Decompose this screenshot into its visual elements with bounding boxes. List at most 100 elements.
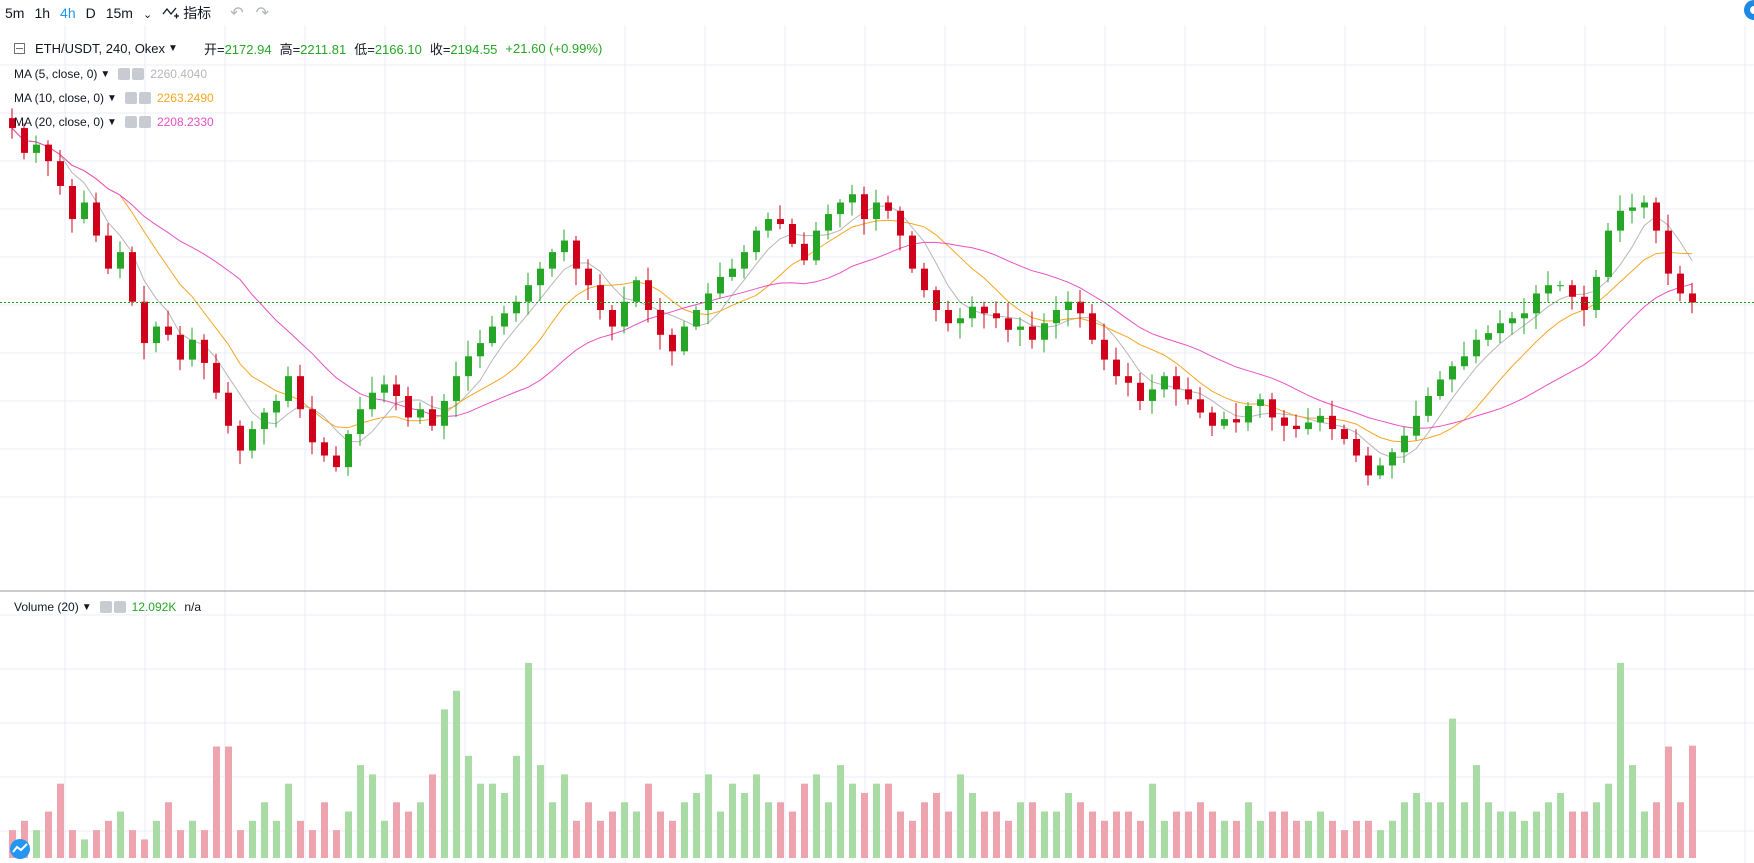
eye-icon[interactable] bbox=[118, 68, 131, 80]
volume-bar bbox=[1605, 783, 1612, 858]
volume-bar bbox=[537, 765, 544, 858]
chart-area[interactable] bbox=[0, 25, 1754, 863]
volume-bar bbox=[1149, 783, 1156, 858]
candle-body bbox=[1173, 376, 1180, 390]
volume-bar bbox=[1029, 802, 1036, 858]
close-icon[interactable] bbox=[138, 116, 151, 128]
candle-body bbox=[45, 144, 52, 162]
candle-body bbox=[1365, 455, 1372, 476]
ma5-label[interactable]: MA (5, close, 0) bbox=[14, 67, 98, 81]
candle-body bbox=[1329, 415, 1336, 430]
interval-d[interactable]: D bbox=[85, 4, 96, 21]
candle-body bbox=[705, 293, 712, 310]
candle-body bbox=[1521, 313, 1528, 319]
eye-icon[interactable] bbox=[124, 92, 137, 104]
candle-body bbox=[1557, 285, 1564, 287]
candle-body bbox=[405, 396, 412, 418]
volume-bar bbox=[1557, 792, 1564, 858]
volume-bar bbox=[1569, 811, 1576, 858]
volume-bar bbox=[645, 783, 652, 858]
volume-bar bbox=[609, 811, 616, 858]
candle-body bbox=[561, 240, 568, 253]
ma10-label[interactable]: MA (10, close, 0) bbox=[14, 91, 105, 105]
volume-bar bbox=[1137, 820, 1144, 858]
candle-body bbox=[1449, 366, 1456, 380]
candle-body bbox=[1593, 276, 1600, 310]
volume-bar bbox=[945, 811, 952, 858]
chevron-down-icon[interactable]: ▼ bbox=[107, 116, 117, 128]
ma20-label[interactable]: MA (20, close, 0) bbox=[14, 115, 105, 129]
close-icon[interactable] bbox=[132, 68, 145, 80]
eye-icon[interactable] bbox=[124, 116, 137, 128]
volume-bar bbox=[1329, 820, 1336, 858]
close-icon[interactable] bbox=[138, 92, 151, 104]
candle-body bbox=[153, 326, 160, 344]
indicators-button[interactable]: 指标 bbox=[157, 2, 216, 24]
volume-bar bbox=[57, 783, 64, 858]
interval-4h[interactable]: 4h bbox=[60, 4, 76, 21]
candle-body bbox=[1401, 435, 1408, 453]
candle-body bbox=[1413, 415, 1420, 436]
candle-body bbox=[573, 240, 580, 269]
chevron-down-icon[interactable]: ▼ bbox=[100, 68, 111, 80]
eye-icon[interactable] bbox=[99, 601, 112, 613]
volume-bar bbox=[1305, 820, 1312, 858]
candle-body bbox=[585, 268, 592, 286]
undo-icon[interactable]: ↶ bbox=[230, 4, 244, 22]
interval-dropdown[interactable]: ⌄ bbox=[138, 2, 157, 24]
tradingview-watermark-icon bbox=[10, 839, 30, 859]
volume-bar bbox=[1653, 802, 1660, 858]
volume-bar bbox=[1221, 820, 1228, 858]
candle-body bbox=[993, 313, 1000, 319]
volume-bar bbox=[1581, 811, 1588, 858]
chevron-down-icon[interactable]: ▼ bbox=[81, 601, 92, 613]
volume-bar bbox=[1641, 811, 1648, 858]
candle-body bbox=[1317, 415, 1324, 423]
symbol-title[interactable]: ETH/USDT, 240, Okex bbox=[35, 41, 166, 56]
volume-bar bbox=[1089, 811, 1096, 858]
volume-bar bbox=[1233, 820, 1240, 858]
ma20-line bbox=[11, 127, 1693, 429]
volume-bar bbox=[1593, 802, 1600, 858]
ohlc-high: 高=2211.81 bbox=[279, 42, 347, 57]
volume-bar bbox=[633, 811, 640, 858]
candle-body bbox=[909, 235, 916, 269]
candle-body bbox=[1665, 230, 1672, 274]
collapse-icon[interactable] bbox=[14, 43, 25, 54]
candle-body bbox=[1353, 439, 1360, 456]
candle-body bbox=[921, 268, 928, 291]
candle-body bbox=[1653, 202, 1660, 231]
volume-bar bbox=[477, 783, 484, 858]
interval-5m[interactable]: 5m bbox=[5, 4, 25, 21]
candle-body bbox=[1569, 285, 1576, 297]
volume-bar bbox=[429, 774, 436, 858]
interval-15m[interactable]: 15m bbox=[105, 4, 133, 21]
candle-body bbox=[33, 144, 40, 153]
volume-bar bbox=[393, 802, 400, 858]
volume-bar bbox=[1185, 811, 1192, 858]
chevron-down-icon[interactable]: ▼ bbox=[168, 43, 178, 54]
close-icon[interactable] bbox=[113, 601, 126, 613]
candle-body bbox=[1425, 396, 1432, 416]
volume-bar bbox=[201, 830, 208, 858]
volume-bar bbox=[693, 792, 700, 858]
candle-body bbox=[1305, 422, 1312, 430]
volume-bar bbox=[813, 774, 820, 858]
chevron-down-icon[interactable]: ▼ bbox=[107, 92, 117, 104]
ma5-value: 2260.4040 bbox=[150, 67, 208, 81]
volume-bar bbox=[801, 783, 808, 858]
interval-1h[interactable]: 1h bbox=[34, 4, 51, 21]
volume-bar bbox=[1497, 811, 1504, 858]
volume-bar bbox=[1293, 820, 1300, 858]
candle-body bbox=[465, 356, 472, 377]
volume-bar bbox=[897, 811, 904, 858]
redo-icon[interactable]: ↷ bbox=[255, 4, 269, 22]
volume-bar bbox=[1521, 820, 1528, 858]
volume-bar bbox=[1533, 811, 1540, 858]
volume-bar bbox=[981, 811, 988, 858]
volume-bar bbox=[921, 802, 928, 858]
grid bbox=[0, 25, 1754, 863]
volume-label[interactable]: Volume (20) bbox=[14, 600, 79, 614]
volume-bar bbox=[1017, 802, 1024, 858]
volume-bar bbox=[1077, 802, 1084, 858]
